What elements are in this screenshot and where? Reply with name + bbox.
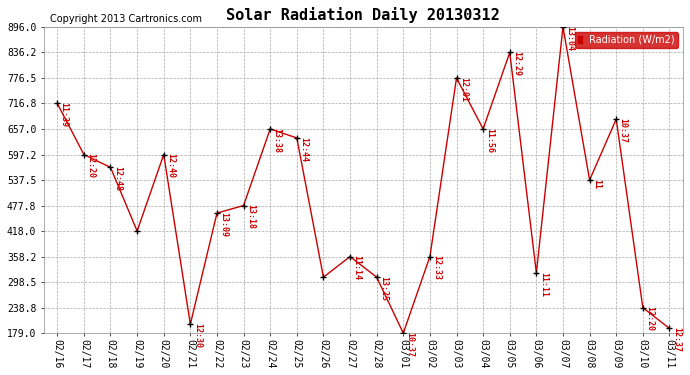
Text: 13:25: 13:25 [379,276,388,301]
Text: 12:29: 12:29 [512,51,521,76]
Text: 12:48: 12:48 [113,166,122,191]
Text: 12:20: 12:20 [645,306,654,331]
Title: Solar Radiation Daily 20130312: Solar Radiation Daily 20130312 [226,7,500,23]
Text: 13:18: 13:18 [246,204,255,229]
Text: 10:37: 10:37 [406,332,415,357]
Text: Copyright 2013 Cartronics.com: Copyright 2013 Cartronics.com [50,14,202,24]
Text: 11: 11 [592,178,601,189]
Text: 12:44: 12:44 [299,136,308,162]
Text: 11:39: 11:39 [60,102,69,127]
Text: 13:38: 13:38 [273,128,282,153]
Text: 12:01: 12:01 [459,76,468,102]
Text: 12:30: 12:30 [193,323,201,348]
Text: 12:20: 12:20 [86,153,95,178]
Text: 10:37: 10:37 [619,118,628,143]
Text: 11:11: 11:11 [539,272,548,297]
Text: 12:40: 12:40 [166,153,175,178]
Legend: Radiation (W/m2): Radiation (W/m2) [575,32,678,48]
Text: 11:14: 11:14 [353,255,362,280]
Text: 11:56: 11:56 [486,128,495,153]
Text: 12:33: 12:33 [433,255,442,280]
Text: 13:09: 13:09 [219,212,228,237]
Text: 13:04: 13:04 [565,26,574,51]
Text: 12:37: 12:37 [672,327,681,352]
